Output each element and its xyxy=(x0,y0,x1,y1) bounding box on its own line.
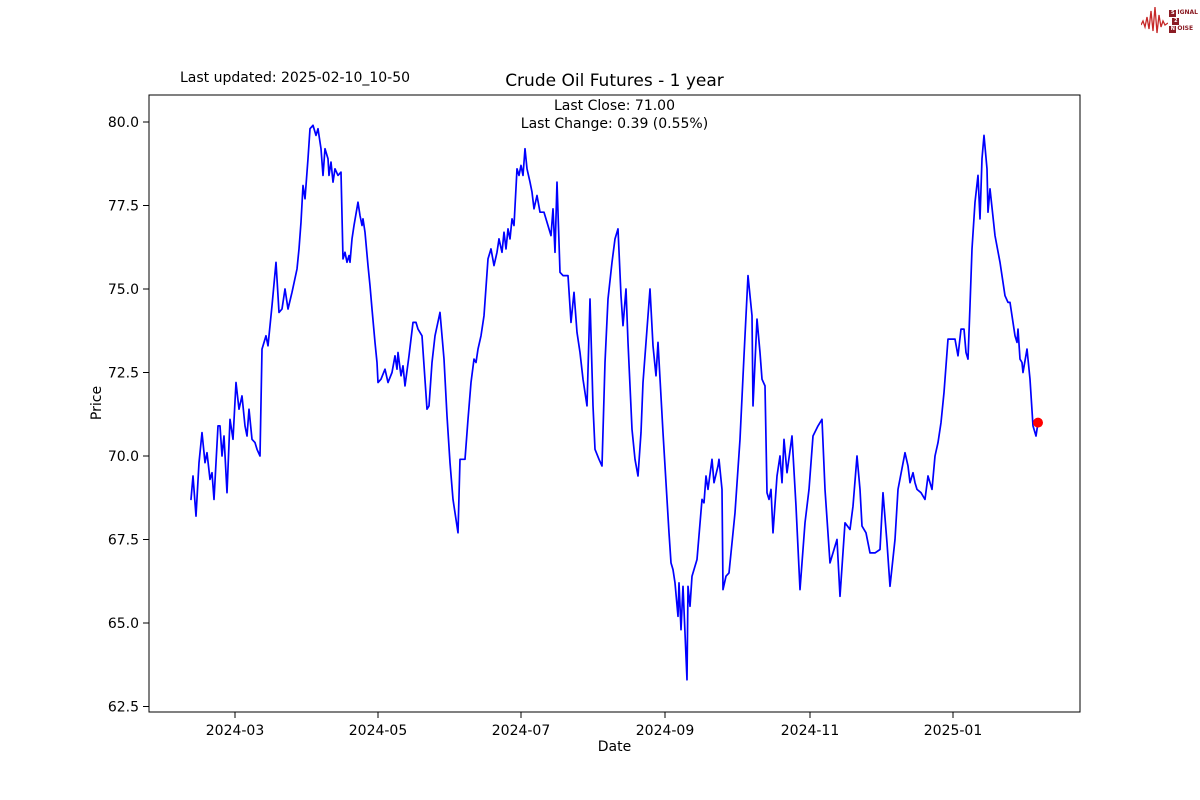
y-tick-label: 72.5 xyxy=(108,366,139,382)
x-tick-label: 2024-11 xyxy=(781,723,840,739)
y-tick-label: 62.5 xyxy=(108,700,139,716)
price-line xyxy=(190,124,1039,681)
y-tick-label: 80.0 xyxy=(108,115,139,131)
chart-subtitle-last-close: Last Close: 71.00 xyxy=(554,98,675,114)
logo-box-2: 2 xyxy=(1172,17,1180,25)
last-updated-text: Last updated: 2025-02-10_10-50 xyxy=(180,70,411,86)
x-tick-label: 2024-07 xyxy=(492,723,551,739)
chart-subtitle-last-change: Last Change: 0.39 (0.55%) xyxy=(520,116,709,132)
x-axis-label: Date xyxy=(597,739,632,755)
y-tick-label: 77.5 xyxy=(108,199,139,215)
y-tick-label: 75.0 xyxy=(108,282,139,298)
logo-text: S IGNAL 2 N OISE xyxy=(1169,9,1198,33)
logo-box-s: S xyxy=(1169,9,1177,17)
x-tick-label: 2024-03 xyxy=(206,723,265,739)
last-close-marker xyxy=(1033,417,1043,428)
y-tick-label: 67.5 xyxy=(108,533,139,549)
x-tick-label: 2024-09 xyxy=(636,723,695,739)
y-tick-label: 65.0 xyxy=(108,616,139,632)
logo-row-signal: S IGNAL xyxy=(1169,9,1198,17)
waveform-icon xyxy=(1141,6,1169,34)
logo-row-2: 2 xyxy=(1172,17,1198,25)
signal2noise-logo: S IGNAL 2 N OISE xyxy=(1141,4,1198,38)
logo-signal-label: IGNAL xyxy=(1177,9,1198,16)
x-tick-label: 2024-05 xyxy=(349,723,408,739)
logo-box-n: N xyxy=(1169,25,1177,33)
x-tick-label: 2025-01 xyxy=(924,723,983,739)
y-tick-label: 70.0 xyxy=(108,449,139,465)
chart-title: Crude Oil Futures - 1 year xyxy=(505,71,724,91)
plot-frame xyxy=(148,94,1081,713)
logo-noise-label: OISE xyxy=(1177,25,1194,32)
logo-row-noise: N OISE xyxy=(1169,25,1198,33)
